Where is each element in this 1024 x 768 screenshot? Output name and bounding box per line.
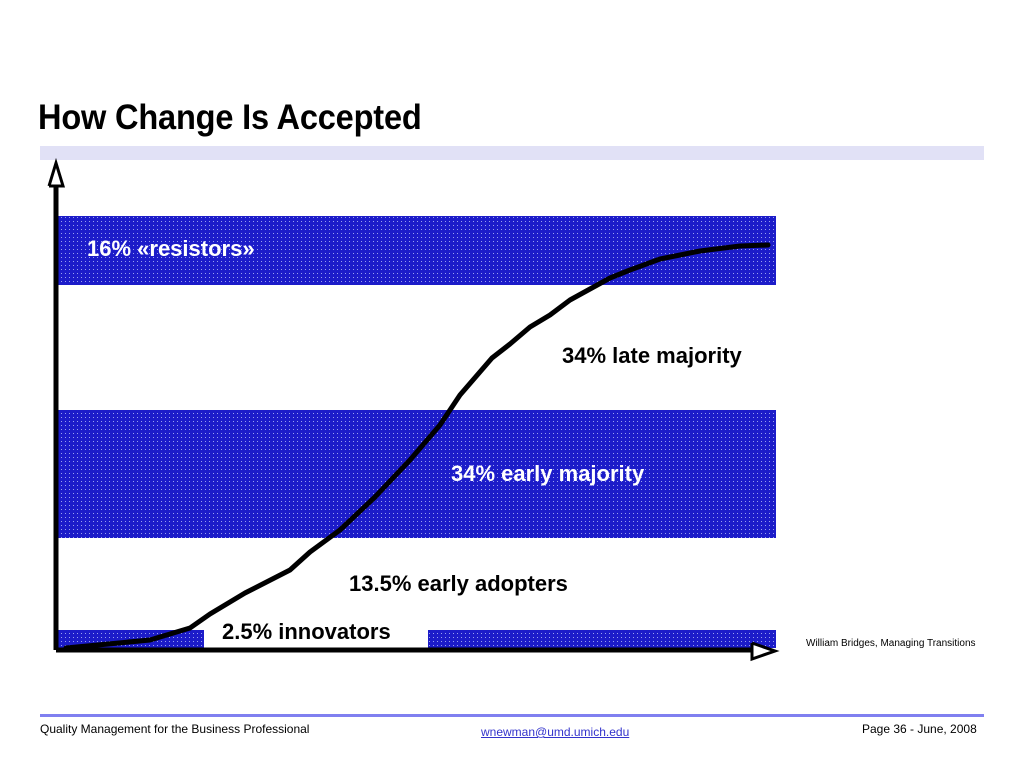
footer-course-title: Quality Management for the Business Prof… xyxy=(40,722,310,736)
footer-divider xyxy=(40,714,984,717)
label-early-majority: 34% early majority xyxy=(451,461,645,486)
label-early-adopters: 13.5% early adopters xyxy=(349,571,568,596)
y-axis-arrowhead xyxy=(47,157,66,188)
title-underline xyxy=(40,146,984,160)
label-innovators: 2.5% innovators xyxy=(222,619,391,644)
source-citation: William Bridges, Managing Transitions xyxy=(806,638,976,649)
footer-page-number: Page 36 - June, 2008 xyxy=(862,722,977,736)
band-innovators-right xyxy=(428,630,776,648)
label-late-majority: 34% late majority xyxy=(562,343,742,368)
band-resistors xyxy=(58,216,776,285)
adoption-curve xyxy=(63,242,771,651)
x-axis-arrowhead xyxy=(750,641,780,662)
footer-email-link[interactable]: wnewman@umd.umich.edu xyxy=(481,725,630,739)
label-resistors: 16% «resistors» xyxy=(87,236,255,261)
slide-title: How Change Is Accepted xyxy=(38,98,422,137)
band-early-majority xyxy=(58,410,776,538)
